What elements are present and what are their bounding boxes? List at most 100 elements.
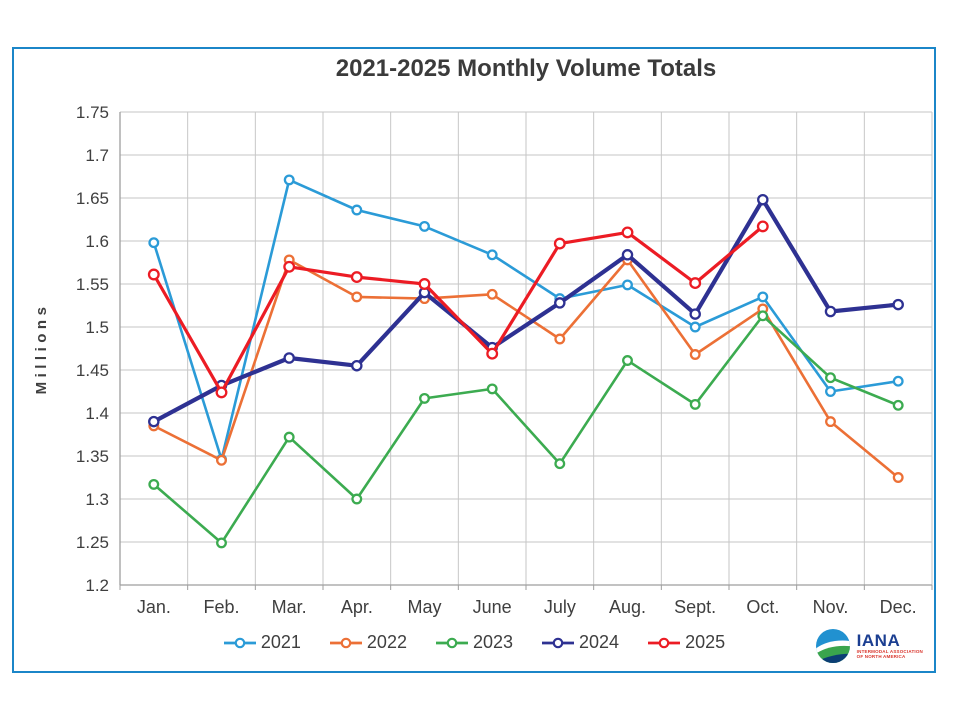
point-2022-July xyxy=(554,333,566,345)
point-2021-June xyxy=(486,249,498,261)
point-2021-Dec. xyxy=(892,375,904,387)
point-2025-June xyxy=(486,347,499,360)
point-2024-Jan. xyxy=(148,415,160,428)
iana-logo: IANA INTERMODAL ASSOCIATION OF NORTH AME… xyxy=(810,626,927,666)
point-2021-Jan. xyxy=(148,237,160,249)
point-2025-July xyxy=(553,237,566,250)
chart-title: 2021-2025 Monthly Volume Totals xyxy=(335,55,717,82)
point-2024-Nov. xyxy=(824,305,837,318)
axes xyxy=(119,112,932,586)
point-2024-Dec. xyxy=(892,298,904,311)
point-2021-May xyxy=(419,220,430,232)
legend-item-2024: 2024 xyxy=(541,632,619,653)
point-2025-Oct. xyxy=(756,220,769,233)
point-2021-Apr. xyxy=(351,204,363,216)
logo-subtext-line2: OF NORTH AMERICA xyxy=(856,654,906,659)
svg-text:Jan.: Jan. xyxy=(137,597,171,617)
legend-label-2025: 2025 xyxy=(685,632,726,652)
legend-item-2023: 2023 xyxy=(435,632,513,653)
svg-text:1.3: 1.3 xyxy=(85,490,109,509)
point-2024-Sept. xyxy=(689,308,701,320)
legend-marker-2021 xyxy=(223,637,256,648)
point-2024-Oct. xyxy=(757,193,769,206)
legend-label-2023: 2023 xyxy=(472,632,514,652)
svg-text:Sept.: Sept. xyxy=(674,597,716,617)
svg-text:1.55: 1.55 xyxy=(76,275,109,294)
point-2024-Mar. xyxy=(283,352,295,364)
point-2023-Oct. xyxy=(757,310,769,322)
point-2022-Sept. xyxy=(689,349,701,360)
point-2023-Apr. xyxy=(351,493,363,505)
point-2023-July xyxy=(554,458,566,470)
svg-text:1.7: 1.7 xyxy=(85,146,109,165)
point-2025-Jan. xyxy=(147,268,160,281)
point-2023-Mar. xyxy=(283,431,295,443)
point-2025-Sept. xyxy=(689,277,702,290)
legend-marker-2024 xyxy=(542,637,575,648)
y-axis-labels: 1.75 1.7 1.65 1.6 1.55 1.5 1.45 1.4 1.35 1.3 1.25 1… xyxy=(76,103,109,595)
point-2021-Sept. xyxy=(689,321,701,333)
legend-marker-2022 xyxy=(329,637,362,648)
iana-logo-text: IANA INTERMODAL ASSOCIATION OF NORTH AME… xyxy=(856,631,923,659)
point-2023-Sept. xyxy=(689,398,701,410)
point-2021-Nov. xyxy=(825,386,836,397)
svg-text:1.6: 1.6 xyxy=(85,232,109,251)
monthly-volume-line-chart: 1.75 1.7 1.65 1.6 1.55 1.5 1.45 1.4 1.35 1.3 1.25 1… xyxy=(33,103,933,617)
point-2024-Apr. xyxy=(351,359,363,372)
svg-text:1.65: 1.65 xyxy=(76,189,109,208)
svg-text:July: July xyxy=(544,597,576,617)
point-2025-Feb. xyxy=(215,386,228,399)
svg-text:Mar.: Mar. xyxy=(272,597,307,617)
legend-label-2022: 2022 xyxy=(366,632,407,652)
svg-text:1.75: 1.75 xyxy=(76,103,109,122)
chart-card: 1.75 1.7 1.65 1.6 1.55 1.5 1.45 1.4 1.35 1.3 1.25 1… xyxy=(12,47,936,673)
point-2021-Aug. xyxy=(622,279,633,291)
svg-text:May: May xyxy=(407,597,441,617)
point-2023-June xyxy=(486,383,498,395)
iana-globe-icon xyxy=(815,629,850,663)
x-axis-labels: Jan. Feb. Mar. Apr. May June July Aug. Sept. Oct.… xyxy=(137,597,917,617)
point-2023-Jan. xyxy=(148,478,160,490)
point-2022-Feb. xyxy=(216,454,227,466)
point-2023-Feb. xyxy=(216,537,227,549)
point-2023-Dec. xyxy=(892,399,904,411)
series-2023 xyxy=(148,310,904,549)
svg-text:Nov.: Nov. xyxy=(813,597,849,617)
point-2023-May xyxy=(419,392,430,404)
svg-text:Dec.: Dec. xyxy=(880,597,917,617)
point-2023-Nov. xyxy=(825,372,836,384)
legend-marker-2025 xyxy=(648,637,681,648)
svg-text:1.5: 1.5 xyxy=(85,318,109,337)
legend-item-2025: 2025 xyxy=(647,632,725,653)
point-2024-Aug. xyxy=(621,249,634,261)
point-2025-Mar. xyxy=(283,260,296,273)
point-2022-June xyxy=(486,288,498,300)
point-2022-Nov. xyxy=(825,416,836,428)
svg-text:Oct.: Oct. xyxy=(746,597,779,617)
chart-legend: 2021 2022 2023 2024 2025 xyxy=(14,632,934,653)
series-2025 xyxy=(147,220,769,399)
legend-label-2024: 2024 xyxy=(579,632,620,652)
gridlines xyxy=(119,111,933,590)
svg-text:1.25: 1.25 xyxy=(76,533,109,552)
point-2021-Mar. xyxy=(283,174,295,186)
legend-marker-2023 xyxy=(435,637,468,648)
svg-text:June: June xyxy=(473,597,512,617)
point-2025-Apr. xyxy=(350,271,363,284)
point-2022-Apr. xyxy=(351,291,363,303)
legend-item-2022: 2022 xyxy=(329,632,407,653)
svg-text:1.4: 1.4 xyxy=(85,404,109,423)
svg-text:1.2: 1.2 xyxy=(85,576,109,595)
point-2025-May xyxy=(418,278,431,290)
y-axis-title: Millions xyxy=(33,303,50,395)
point-2023-Aug. xyxy=(622,355,633,366)
legend-item-2021: 2021 xyxy=(223,632,301,653)
logo-wordmark: IANA xyxy=(856,631,901,650)
point-2024-July xyxy=(554,297,566,309)
svg-text:Aug.: Aug. xyxy=(609,597,646,617)
point-2022-Dec. xyxy=(892,472,904,483)
svg-text:1.35: 1.35 xyxy=(76,447,109,466)
point-2025-Aug. xyxy=(621,226,634,239)
legend-label-2021: 2021 xyxy=(260,632,301,652)
